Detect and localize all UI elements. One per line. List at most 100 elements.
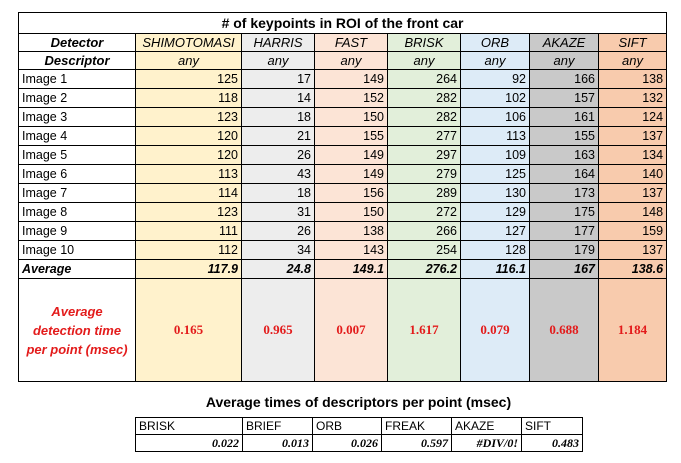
keypoint-count: 157 <box>529 88 599 108</box>
detection-time-value: 0.165 <box>135 278 242 382</box>
image-label: Image 5 <box>18 145 136 165</box>
keypoint-count: 113 <box>460 126 530 146</box>
keypoint-count: 161 <box>529 107 599 127</box>
descriptor-value: any <box>460 51 530 70</box>
detection-time-value: 0.688 <box>529 278 599 382</box>
keypoint-count: 125 <box>460 164 530 184</box>
keypoint-count: 138 <box>314 221 388 241</box>
average-value: 276.2 <box>387 259 461 279</box>
detection-time-label-line: detection time <box>32 322 122 338</box>
detection-time-value: 0.079 <box>460 278 530 382</box>
image-label: Image 8 <box>18 202 136 222</box>
image-label: Image 2 <box>18 88 136 108</box>
table-row: Image 7 114 18 156 289 130 173 137 <box>18 183 668 203</box>
detector-name: AKAZE <box>529 33 599 52</box>
descriptor-times-table: BRISK BRIEF ORB FREAK AKAZE SIFT 0.022 0.013 0.… <box>135 417 583 452</box>
descriptor-values-row: 0.022 0.013 0.026 0.597 #DIV/0! 0.483 <box>135 434 583 452</box>
keypoint-count: 18 <box>241 183 315 203</box>
descriptor-value: any <box>314 51 388 70</box>
descriptor-value: any <box>241 51 315 70</box>
keypoint-count: 149 <box>314 164 388 184</box>
keypoint-count: 282 <box>387 107 461 127</box>
keypoint-count: 26 <box>241 221 315 241</box>
descriptor-time-name: FREAK <box>381 417 452 435</box>
descriptor-time-value: #DIV/0! <box>451 434 522 452</box>
keypoint-count: 92 <box>460 69 530 89</box>
table-row: Image 9 111 26 138 266 127 177 159 <box>18 221 668 241</box>
keypoint-count: 132 <box>597 88 668 108</box>
keypoint-count: 272 <box>387 202 461 222</box>
keypoint-count: 134 <box>597 145 668 165</box>
table-title: # of keypoints in ROI of the front car <box>17 12 668 34</box>
table-row: Image 10 112 34 143 254 128 179 137 <box>18 240 668 260</box>
table-row: Image 2 118 14 152 282 102 157 132 <box>18 88 668 108</box>
detector-name: BRISK <box>387 33 461 52</box>
descriptor-value: any <box>597 51 668 70</box>
keypoint-count: 289 <box>387 183 461 203</box>
keypoint-count: 277 <box>387 126 461 146</box>
keypoint-count: 43 <box>241 164 315 184</box>
detector-name: SHIMOTOMASI <box>135 33 242 52</box>
detector-header-row: Detector SHIMOTOMASI HARRIS FAST BRISK ORB AKA… <box>18 33 668 52</box>
image-label: Image 1 <box>18 69 136 89</box>
table-row: Image 6 113 43 149 279 125 164 140 <box>18 164 668 184</box>
keypoint-count: 137 <box>597 126 668 146</box>
descriptor-value: any <box>135 51 242 70</box>
keypoint-count: 159 <box>597 221 668 241</box>
keypoint-count: 264 <box>387 69 461 89</box>
keypoint-count: 149 <box>314 145 388 165</box>
average-value: 116.1 <box>460 259 530 279</box>
keypoint-count: 125 <box>135 69 242 89</box>
descriptor-value: any <box>529 51 599 70</box>
descriptor-names-row: BRISK BRIEF ORB FREAK AKAZE SIFT <box>135 417 583 435</box>
keypoint-count: 164 <box>529 164 599 184</box>
detection-time-label: Average detection time per point (msec) <box>18 278 136 382</box>
keypoint-count: 148 <box>597 202 668 222</box>
keypoint-count: 113 <box>135 164 242 184</box>
detection-time-row: Average detection time per point (msec) 0.1… <box>18 278 668 382</box>
descriptor-time-value: 0.026 <box>312 434 382 452</box>
average-value: 149.1 <box>314 259 388 279</box>
descriptor-time-value: 0.013 <box>242 434 313 452</box>
keypoint-count: 128 <box>460 240 530 260</box>
keypoint-count: 155 <box>314 126 388 146</box>
keypoint-count: 21 <box>241 126 315 146</box>
keypoint-count: 111 <box>135 221 242 241</box>
keypoint-count: 34 <box>241 240 315 260</box>
keypoint-count: 17 <box>241 69 315 89</box>
keypoint-count: 18 <box>241 107 315 127</box>
descriptor-time-name: BRIEF <box>242 417 313 435</box>
keypoint-count: 31 <box>241 202 315 222</box>
keypoint-count: 254 <box>387 240 461 260</box>
keypoint-count: 163 <box>529 145 599 165</box>
keypoint-count: 123 <box>135 107 242 127</box>
keypoints-table: # of keypoints in ROI of the front car D… <box>17 12 668 382</box>
descriptor-times-title: Average times of descriptors per point (… <box>205 394 512 410</box>
keypoint-count: 123 <box>135 202 242 222</box>
detection-time-label-line: Average <box>51 303 103 319</box>
image-label: Image 3 <box>18 107 136 127</box>
descriptor-label: Descriptor <box>18 51 136 70</box>
detection-time-label-line: per point (msec) <box>26 341 128 357</box>
detection-time-value: 0.965 <box>241 278 315 382</box>
average-label: Average <box>18 259 136 279</box>
image-label: Image 7 <box>18 183 136 203</box>
detector-name: FAST <box>314 33 388 52</box>
detection-time-value: 1.184 <box>597 278 668 382</box>
average-row: Average 117.9 24.8 149.1 276.2 116.1 167 138.6 <box>18 259 668 279</box>
keypoint-count: 120 <box>135 126 242 146</box>
keypoint-count: 140 <box>597 164 668 184</box>
keypoint-count: 297 <box>387 145 461 165</box>
keypoint-count: 173 <box>529 183 599 203</box>
average-value: 117.9 <box>135 259 242 279</box>
keypoint-count: 114 <box>135 183 242 203</box>
detection-time-value: 1.617 <box>387 278 461 382</box>
keypoint-count: 129 <box>460 202 530 222</box>
keypoint-count: 166 <box>529 69 599 89</box>
descriptor-time-name: ORB <box>312 417 382 435</box>
title-row: # of keypoints in ROI of the front car <box>17 12 668 34</box>
descriptor-time-name: BRISK <box>135 417 243 435</box>
image-label: Image 9 <box>18 221 136 241</box>
keypoint-count: 109 <box>460 145 530 165</box>
table-row: Image 5 120 26 149 297 109 163 134 <box>18 145 668 165</box>
